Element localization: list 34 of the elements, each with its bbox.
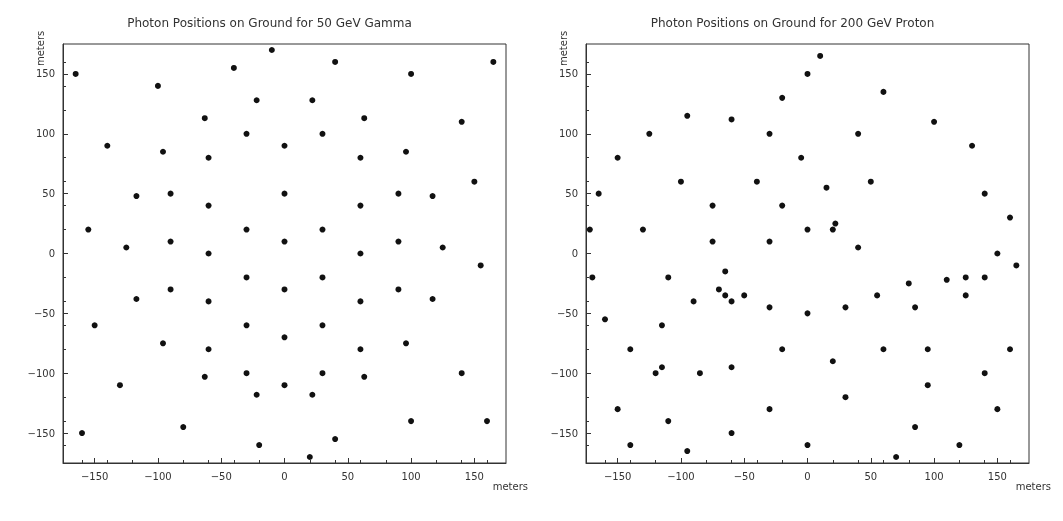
y-tick-label: −50 [33, 307, 55, 319]
y-axis-title: meters [557, 30, 569, 67]
y-tick-label: 50 [42, 188, 55, 200]
x-tick-label: 0 [281, 470, 288, 482]
x-tick-label: 50 [864, 470, 878, 482]
x-axis-title: meters [1015, 480, 1051, 492]
x-tick-label: −100 [667, 470, 695, 482]
y-tick-label: 100 [35, 128, 55, 140]
x-tick-label: 100 [401, 470, 421, 482]
x-tick-label: −150 [603, 470, 632, 482]
y-tick-label: 150 [558, 68, 578, 80]
y-tick-label: −100 [550, 367, 578, 379]
x-tick-label: −100 [144, 470, 172, 482]
y-tick-label: −100 [27, 367, 55, 379]
chart-title: Photon Positions on Ground for 200 GeV Proton [650, 16, 935, 30]
x-axis-title: meters [492, 480, 528, 492]
y-tick-label: 50 [565, 188, 578, 200]
x-tick-label: 150 [464, 470, 484, 482]
y-tick-label: −50 [556, 307, 578, 319]
y-tick-label: 150 [35, 68, 55, 80]
x-tick-label: 150 [987, 470, 1007, 482]
y-tick-label: −150 [550, 427, 578, 439]
x-tick-label: −50 [210, 470, 232, 482]
y-tick-label: 0 [571, 248, 578, 259]
chart-title: Photon Positions on Ground for 50 GeV Gamma [127, 16, 412, 30]
x-tick-label: −50 [733, 470, 755, 482]
x-tick-label: 0 [804, 470, 811, 482]
y-tick-label: −150 [27, 427, 55, 439]
x-tick-label: 100 [924, 470, 944, 482]
y-tick-label: 100 [558, 128, 578, 140]
x-tick-label: 50 [341, 470, 355, 482]
y-axis-title: meters [34, 30, 46, 67]
y-tick-label: 0 [48, 248, 55, 259]
x-tick-label: −150 [80, 470, 109, 482]
